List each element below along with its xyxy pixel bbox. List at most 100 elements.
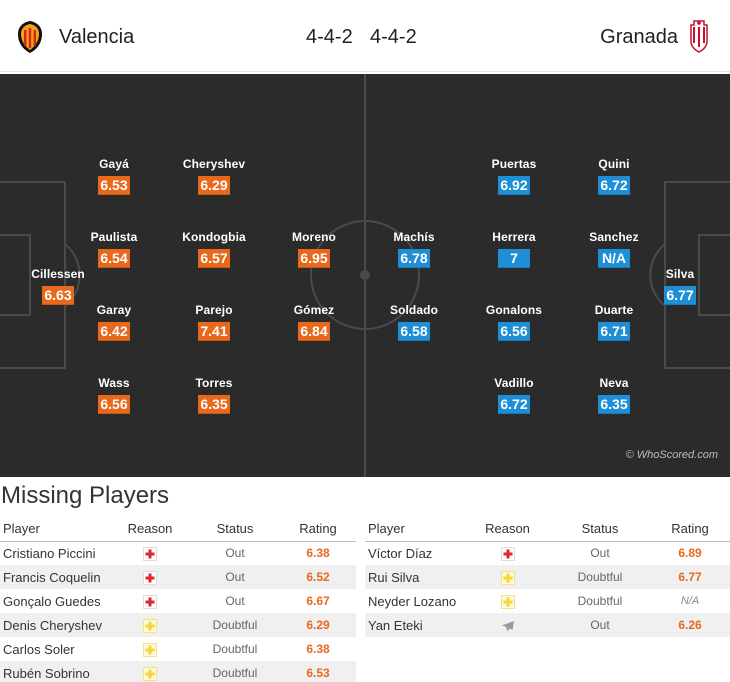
missing-player-name[interactable]: Víctor Díaz — [368, 545, 433, 561]
missing-player-status: Out — [590, 546, 610, 561]
away-player-neva[interactable]: Neva 6.35 — [569, 376, 659, 414]
doubtful-icon — [143, 641, 157, 657]
home-team-name[interactable]: Valencia — [59, 26, 135, 48]
missing-player-rating: N/A — [680, 595, 700, 607]
missing-player-row[interactable]: Francis Coquelin Out 6.52 — [0, 565, 356, 589]
missing-players-title: Missing Players — [1, 482, 170, 509]
missing-player-name[interactable]: Denis Cheryshev — [0, 613, 110, 637]
player-name: Garay — [96, 303, 132, 317]
granada-crest-icon[interactable] — [688, 19, 710, 53]
player-name: Silva — [665, 267, 695, 281]
home-player-paulista[interactable]: Paulista 6.54 — [69, 230, 159, 268]
missing-player-row[interactable]: Carlos Soler Doubtful 6.38 — [0, 637, 356, 661]
home-player-kondogbia[interactable]: Kondogbia 6.57 — [169, 230, 259, 268]
player-name: Gómez — [293, 303, 335, 317]
home-player-wass[interactable]: Wass 6.56 — [69, 376, 159, 414]
missing-player-name[interactable]: Cristiano Piccini — [3, 545, 96, 561]
player-name: Herrera — [492, 230, 536, 244]
away-player-machis[interactable]: Machís 6.78 — [369, 230, 459, 268]
home-player-gomez[interactable]: Gómez 6.84 — [269, 303, 359, 341]
missing-player-rating: 6.77 — [650, 565, 730, 589]
player-name: Wass — [98, 376, 130, 390]
match-header: Valencia 4-4-2 4-4-2 Granada — [0, 0, 730, 72]
col-status: Status — [190, 517, 280, 542]
pitch-lines — [0, 74, 730, 477]
missing-player-name[interactable]: Carlos Soler — [3, 641, 75, 657]
missing-player-rating: 6.52 — [280, 565, 356, 589]
home-player-garay[interactable]: Garay 6.42 — [69, 303, 159, 341]
player-rating: 6.57 — [198, 249, 230, 268]
away-player-puertas[interactable]: Puertas 6.92 — [469, 157, 559, 195]
player-name: Gonalons — [485, 303, 543, 317]
missing-player-name[interactable]: Rui Silva — [365, 565, 465, 589]
player-name: Moreno — [292, 230, 336, 244]
away-player-silva[interactable]: Silva 6.77 — [635, 267, 725, 305]
away-player-gonalons[interactable]: Gonalons 6.56 — [469, 303, 559, 341]
away-player-duarte[interactable]: Duarte 6.71 — [569, 303, 659, 341]
player-name: Quini — [598, 157, 630, 171]
home-player-cillessen[interactable]: Cillessen 6.63 — [13, 267, 103, 305]
home-player-torres[interactable]: Torres 6.35 — [169, 376, 259, 414]
missing-player-rating: 6.67 — [306, 594, 330, 608]
missing-player-status: Out — [225, 594, 245, 608]
player-name: Machís — [393, 230, 435, 244]
whoscored-watermark: © WhoScored.com — [625, 449, 718, 461]
missing-player-row[interactable]: Rubén Sobrino Doubtful 6.53 — [0, 661, 356, 682]
missing-player-name[interactable]: Rubén Sobrino — [0, 661, 110, 682]
away-player-vadillo[interactable]: Vadillo 6.72 — [469, 376, 559, 414]
player-rating: 6.71 — [598, 322, 630, 341]
away-player-soldado[interactable]: Soldado 6.58 — [369, 303, 459, 341]
col-player: Player — [365, 517, 465, 542]
player-name: Puertas — [491, 157, 537, 171]
player-name: Neva — [599, 376, 629, 390]
missing-player-row[interactable]: Yan Eteki Out 6.26 — [365, 613, 730, 637]
missing-player-name[interactable]: Gonçalo Guedes — [3, 593, 101, 609]
player-rating: 6.58 — [398, 322, 430, 341]
missing-player-row[interactable]: Cristiano Piccini Out 6.38 — [0, 541, 356, 565]
player-rating: 6.56 — [498, 322, 530, 341]
missing-player-row[interactable]: Neyder Lozano Doubtful N/A — [365, 589, 730, 613]
missing-player-row[interactable]: Víctor Díaz Out 6.89 — [365, 541, 730, 565]
missing-player-status: Doubtful — [577, 594, 623, 608]
player-rating: 6.35 — [598, 395, 630, 414]
away-player-quini[interactable]: Quini 6.72 — [569, 157, 659, 195]
player-rating: N/A — [598, 249, 630, 268]
player-rating: 6.56 — [98, 395, 130, 414]
doubtful-icon — [500, 569, 515, 585]
injury-icon — [143, 593, 157, 609]
player-rating: 6.54 — [98, 249, 130, 268]
player-name: Torres — [195, 376, 233, 390]
player-rating: 6.84 — [298, 322, 330, 341]
col-status: Status — [550, 517, 650, 542]
player-rating: 6.77 — [664, 286, 696, 305]
away-player-sanchez[interactable]: Sanchez N/A — [569, 230, 659, 268]
missing-player-rating: 6.29 — [280, 613, 356, 637]
home-player-moreno[interactable]: Moreno 6.95 — [269, 230, 359, 268]
missing-player-row[interactable]: Rui Silva Doubtful 6.77 — [365, 565, 730, 589]
missing-player-name[interactable]: Neyder Lozano — [368, 593, 457, 609]
injury-icon — [143, 569, 157, 585]
missing-player-status: Out — [550, 613, 650, 637]
away-team-name[interactable]: Granada — [600, 26, 678, 48]
home-player-gaya[interactable]: Gayá 6.53 — [69, 157, 159, 195]
col-rating: Rating — [650, 517, 730, 542]
player-rating: 6.35 — [198, 395, 230, 414]
away-missing-table: Player Reason Status Rating Víctor Díaz O… — [365, 517, 730, 637]
valencia-crest-icon[interactable] — [16, 20, 44, 54]
missing-player-row[interactable]: Denis Cheryshev Doubtful 6.29 — [0, 613, 356, 637]
missing-player-rating: 6.38 — [306, 642, 330, 656]
missing-player-name[interactable]: Francis Coquelin — [0, 565, 110, 589]
missing-player-row[interactable]: Gonçalo Guedes Out 6.67 — [0, 589, 356, 613]
player-rating: 6.42 — [98, 322, 130, 341]
home-player-parejo[interactable]: Parejo 7.41 — [169, 303, 259, 341]
pitch: Cillessen 6.63 Gayá 6.53 Paulista 6.54 G… — [0, 74, 730, 477]
home-player-cheryshev[interactable]: Cheryshev 6.29 — [169, 157, 259, 195]
away-player-herrera[interactable]: Herrera 7 — [469, 230, 559, 268]
missing-player-status: Doubtful — [190, 661, 280, 682]
player-rating: 6.78 — [398, 249, 430, 268]
home-missing-rows: Cristiano Piccini Out 6.38 Francis Coquelin… — [0, 541, 356, 682]
missing-player-status: Doubtful — [190, 613, 280, 637]
missing-player-name[interactable]: Yan Eteki — [365, 613, 465, 637]
col-player: Player — [0, 517, 110, 542]
plane-icon — [501, 617, 515, 632]
